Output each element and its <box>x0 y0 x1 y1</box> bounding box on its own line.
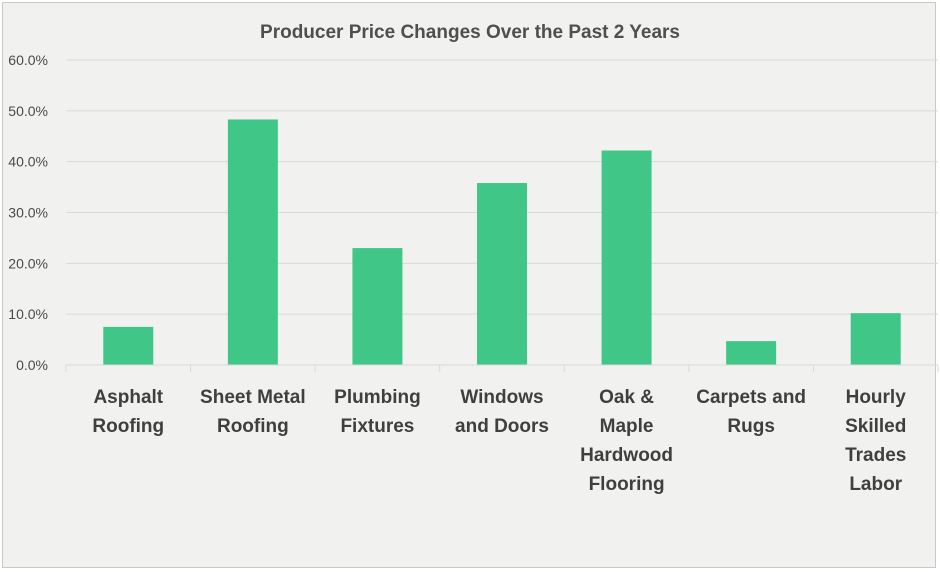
x-tick-label: Oak & Maple Hardwood Flooring <box>580 387 673 495</box>
bars <box>103 119 901 365</box>
y-axis-ticks: 0.0% 10.0% 20.0% 30.0% 40.0% 50.0% 60.0% <box>8 52 48 373</box>
y-tick-label: 30.0% <box>8 205 48 221</box>
y-tick-label: 40.0% <box>8 154 48 170</box>
x-tick-label: Windows and Doors <box>455 387 549 437</box>
y-tick-label: 0.0% <box>16 357 48 373</box>
x-tick-label: Sheet Metal Roofing <box>200 387 306 437</box>
y-tick-label: 20.0% <box>8 255 48 271</box>
bar <box>726 341 777 365</box>
x-tick-label: Carpets and Rugs <box>696 387 806 437</box>
x-axis-ticks: Asphalt Roofing Sheet Metal Roofing Plumbing… <box>92 387 906 495</box>
bar <box>103 326 154 365</box>
bar <box>850 313 901 365</box>
x-tick-label: Plumbing Fixtures <box>334 387 421 437</box>
y-tick-label: 60.0% <box>8 52 48 68</box>
bar <box>352 248 403 365</box>
x-tick-label: Hourly Skilled Trades Labor <box>845 387 906 495</box>
x-tick-label: Asphalt Roofing <box>92 387 164 437</box>
y-tick-label: 50.0% <box>8 103 48 119</box>
x-axis <box>65 364 939 372</box>
bar <box>227 119 278 365</box>
bar <box>601 150 652 365</box>
chart-title: Producer Price Changes Over the Past 2 Y… <box>260 22 680 43</box>
y-tick-label: 10.0% <box>8 306 48 322</box>
bar <box>477 183 527 365</box>
gridlines <box>66 59 938 315</box>
